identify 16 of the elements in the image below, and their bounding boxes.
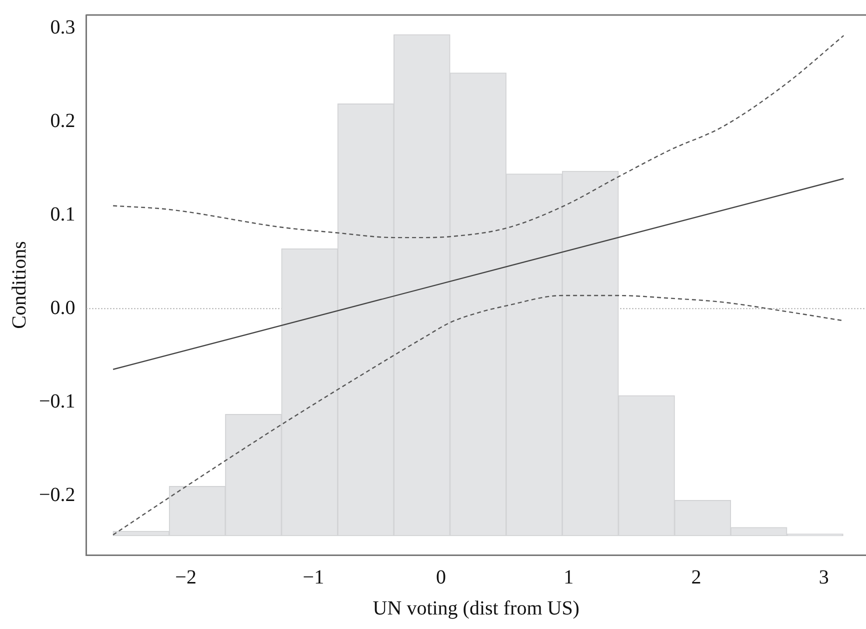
x-tick-label: 1 [564,566,574,588]
y-tick-label: 0.0 [50,296,76,319]
x-tick-label: 0 [436,566,446,588]
line-series [112,34,844,238]
line-series [112,294,844,536]
x-tick-label: −1 [302,566,324,588]
y-tick-label: −0.2 [39,484,76,506]
x-tick-label: 2 [691,566,702,588]
y-tick-label: 0.1 [50,203,76,226]
x-axis-title: UN voting (dist from US) [372,597,580,620]
y-tick-label: 0.2 [50,110,76,132]
y-tick-label: −0.1 [39,390,76,412]
y-tick-label: 0.3 [50,16,76,38]
y-axis-title: Conditions [8,240,30,329]
x-tick-label: 3 [818,566,829,588]
x-tick-label: −2 [175,566,196,588]
